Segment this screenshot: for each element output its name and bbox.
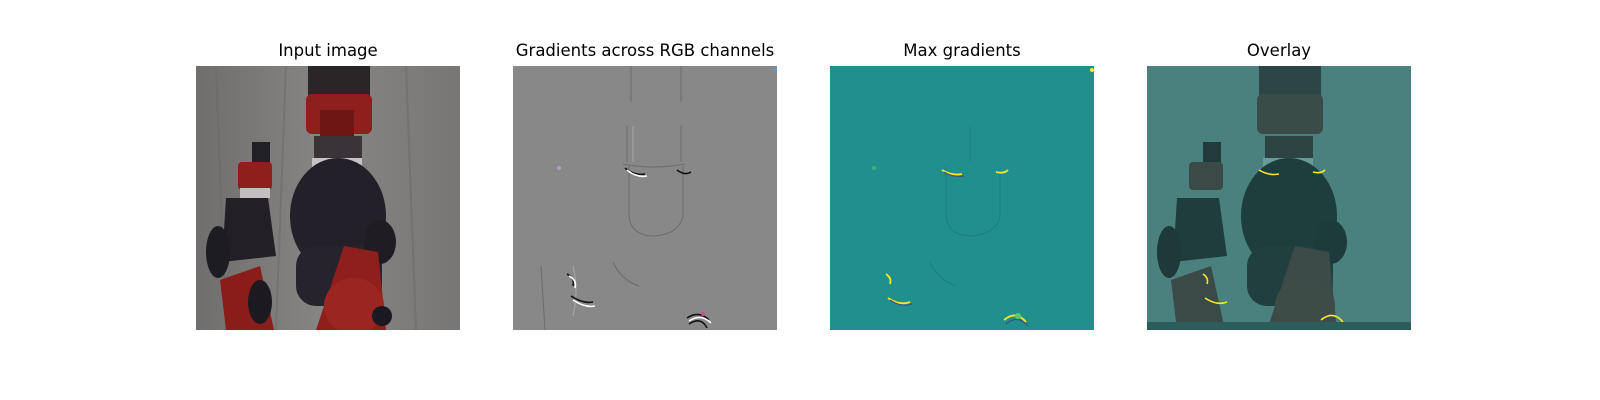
panel-title-overlay: Overlay xyxy=(1246,41,1312,60)
input-image xyxy=(196,66,460,330)
max-gradients-panel xyxy=(830,66,1094,330)
gradients-panel xyxy=(513,66,777,330)
overlay-image xyxy=(1147,66,1411,330)
panel-title-max: Max gradients xyxy=(903,41,1021,60)
rgb-gradients-image xyxy=(513,66,777,330)
overlay-panel xyxy=(1147,66,1411,330)
max-gradients-image xyxy=(830,66,1094,330)
panel-title-gradients: Gradients across RGB channels xyxy=(515,41,775,60)
input-image-panel xyxy=(196,66,460,330)
panel-title-input: Input image xyxy=(278,41,378,60)
